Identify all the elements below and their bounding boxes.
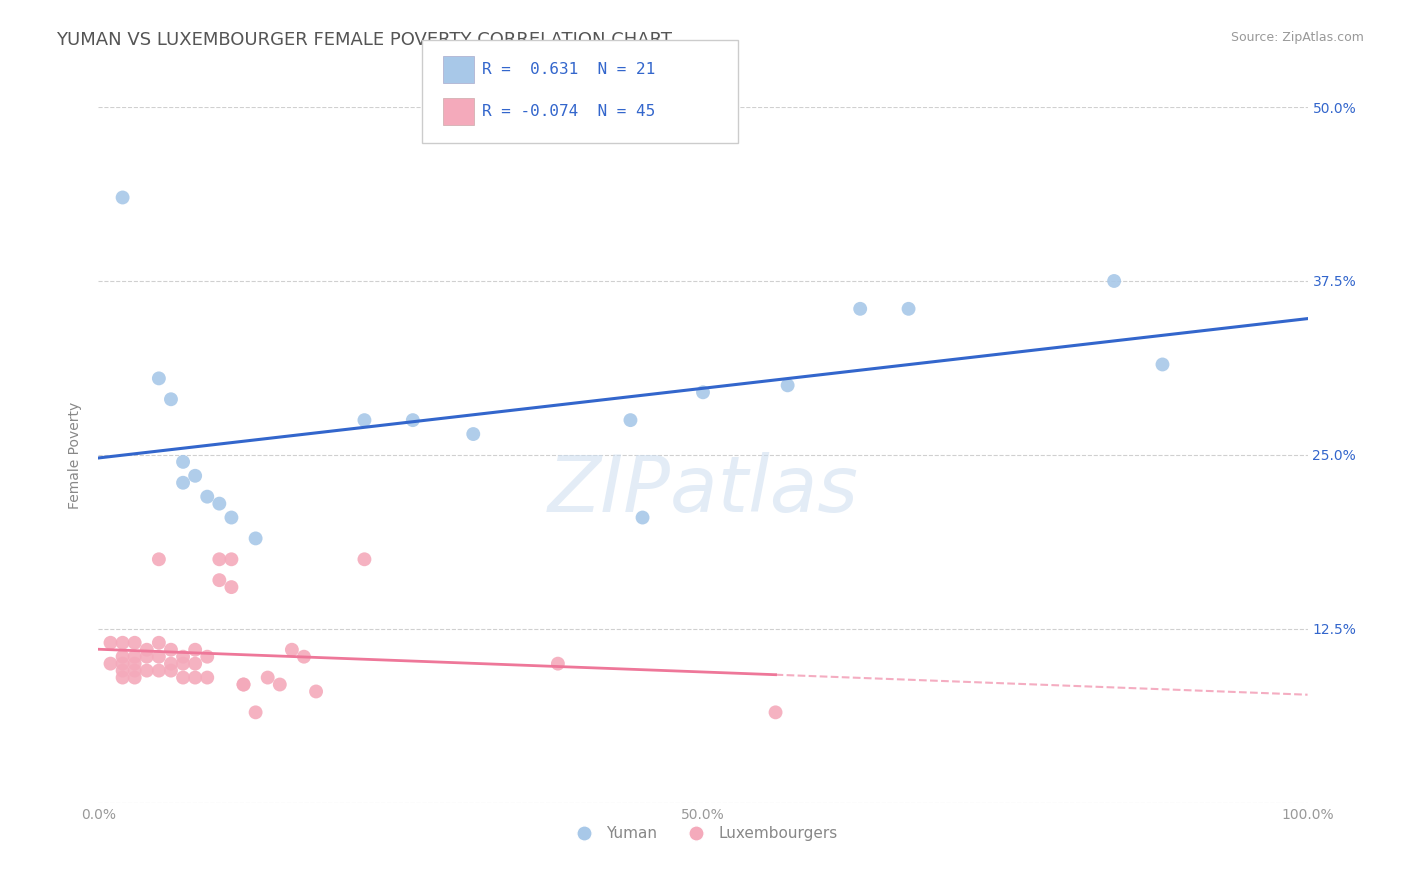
Y-axis label: Female Poverty: Female Poverty: [69, 401, 83, 508]
Point: [111, 636, 134, 650]
Point: [232, 677, 254, 691]
Point: [305, 684, 328, 698]
Point: [148, 664, 170, 678]
Point: [111, 190, 134, 204]
Point: [463, 427, 485, 442]
Point: [547, 657, 569, 671]
Point: [172, 671, 194, 685]
Point: [111, 657, 134, 671]
Point: [148, 371, 170, 385]
Point: [208, 552, 231, 566]
Point: [160, 392, 183, 407]
Point: [195, 649, 218, 664]
Point: [160, 642, 183, 657]
Point: [256, 671, 278, 685]
Text: ZIPatlas: ZIPatlas: [547, 451, 859, 528]
Point: [353, 552, 375, 566]
Point: [631, 510, 654, 524]
Point: [692, 385, 714, 400]
Point: [245, 706, 267, 720]
Point: [184, 671, 207, 685]
Point: [245, 532, 267, 546]
Point: [776, 378, 799, 392]
Point: [135, 664, 157, 678]
Point: [195, 490, 218, 504]
Point: [269, 677, 291, 691]
Point: [148, 552, 170, 566]
Point: [184, 468, 207, 483]
Point: [124, 664, 146, 678]
Point: [100, 636, 122, 650]
Point: [281, 642, 304, 657]
Point: [221, 510, 243, 524]
Point: [148, 649, 170, 664]
Point: [221, 580, 243, 594]
Point: [172, 475, 194, 490]
Point: [111, 671, 134, 685]
Point: [148, 636, 170, 650]
Point: [1152, 358, 1174, 372]
Text: R = -0.074  N = 45: R = -0.074 N = 45: [482, 104, 655, 119]
Point: [208, 573, 231, 587]
Text: Source: ZipAtlas.com: Source: ZipAtlas.com: [1230, 31, 1364, 45]
Point: [160, 664, 183, 678]
Point: [172, 455, 194, 469]
Point: [232, 677, 254, 691]
Text: YUMAN VS LUXEMBOURGER FEMALE POVERTY CORRELATION CHART: YUMAN VS LUXEMBOURGER FEMALE POVERTY COR…: [56, 31, 672, 49]
Legend: Yuman, Luxembourgers: Yuman, Luxembourgers: [562, 820, 844, 847]
Point: [124, 649, 146, 664]
Point: [135, 649, 157, 664]
Point: [195, 671, 218, 685]
Text: R =  0.631  N = 21: R = 0.631 N = 21: [482, 62, 655, 77]
Point: [135, 642, 157, 657]
Point: [184, 657, 207, 671]
Point: [765, 706, 787, 720]
Point: [124, 671, 146, 685]
Point: [402, 413, 425, 427]
Point: [849, 301, 872, 316]
Point: [184, 642, 207, 657]
Point: [897, 301, 920, 316]
Point: [619, 413, 641, 427]
Point: [292, 649, 315, 664]
Point: [172, 649, 194, 664]
Point: [111, 649, 134, 664]
Point: [1102, 274, 1125, 288]
Point: [208, 497, 231, 511]
Point: [160, 657, 183, 671]
Point: [111, 664, 134, 678]
Point: [124, 657, 146, 671]
Point: [172, 657, 194, 671]
Point: [124, 636, 146, 650]
Point: [353, 413, 375, 427]
Point: [100, 657, 122, 671]
Point: [221, 552, 243, 566]
